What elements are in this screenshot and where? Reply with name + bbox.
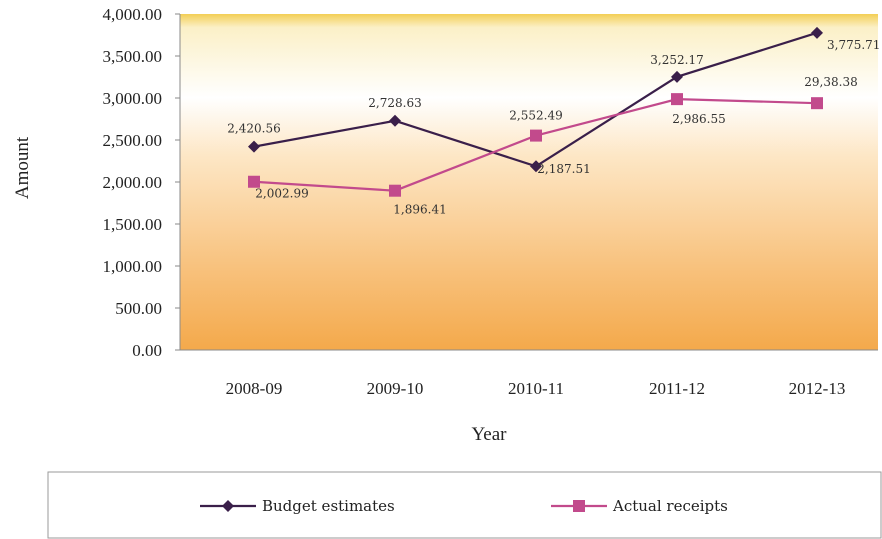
data-label: 2,420.56 xyxy=(227,122,280,136)
data-label: 2,728.63 xyxy=(368,96,421,110)
data-label: 2,552.49 xyxy=(509,109,562,123)
data-point xyxy=(389,184,401,197)
y-tick-label: 0.00 xyxy=(132,341,162,360)
legend-marker xyxy=(573,500,585,512)
data-point xyxy=(248,140,260,153)
x-tick-label: 2009-10 xyxy=(367,379,424,398)
series-layer xyxy=(248,26,823,197)
y-tick-label: 3,000.00 xyxy=(103,89,163,108)
data-point xyxy=(530,160,542,173)
y-axis: 0.00 500.00 1,000.00 1,500.00 2,000.00 2,500.… xyxy=(103,5,181,360)
y-tick-label: 4,000.00 xyxy=(103,5,163,24)
y-tick-label: 2,500.00 xyxy=(103,131,163,150)
legend-label: Actual receipts xyxy=(612,497,728,515)
data-label: 3,775.71 xyxy=(827,38,880,52)
y-tick-label: 3,500.00 xyxy=(103,47,163,66)
data-point xyxy=(811,97,823,110)
data-point xyxy=(248,175,260,188)
legend-box xyxy=(47,471,882,539)
data-point xyxy=(671,70,683,83)
data-labels: 2,420.56 2,728.63 2,187.51 3,252.17 3,775.71… xyxy=(227,38,880,217)
legend-marker xyxy=(222,500,234,512)
data-label: 1,896.41 xyxy=(393,203,446,217)
y-tick-label: 2,000.00 xyxy=(103,173,163,192)
legend: Budget estimates Actual receipts xyxy=(200,497,728,515)
legend-label: Budget estimates xyxy=(262,497,395,515)
y-tick-label: 1,500.00 xyxy=(103,215,163,234)
y-tick-label: 1,000.00 xyxy=(103,257,163,276)
plot-area xyxy=(180,14,878,350)
x-axis: 2008-09 2009-10 2010-11 2011-12 2012-13 xyxy=(180,349,878,398)
data-label: 2,986.55 xyxy=(672,112,725,126)
data-label: 2,002.99 xyxy=(255,187,308,201)
data-point xyxy=(389,114,401,127)
x-tick-label: 2008-09 xyxy=(226,379,283,398)
data-label: 3,252.17 xyxy=(650,53,703,67)
data-point xyxy=(811,26,823,39)
x-tick-label: 2011-12 xyxy=(649,379,705,398)
y-axis-title: Amount xyxy=(12,136,33,199)
x-tick-label: 2010-11 xyxy=(508,379,564,398)
data-label: 2,187.51 xyxy=(537,162,590,176)
x-tick-label: 2012-13 xyxy=(789,379,846,398)
data-label: 29,38.38 xyxy=(804,75,857,89)
data-point xyxy=(530,129,542,142)
data-point xyxy=(671,93,683,106)
x-axis-title: Year xyxy=(471,424,507,445)
y-tick-label: 500.00 xyxy=(115,299,162,318)
